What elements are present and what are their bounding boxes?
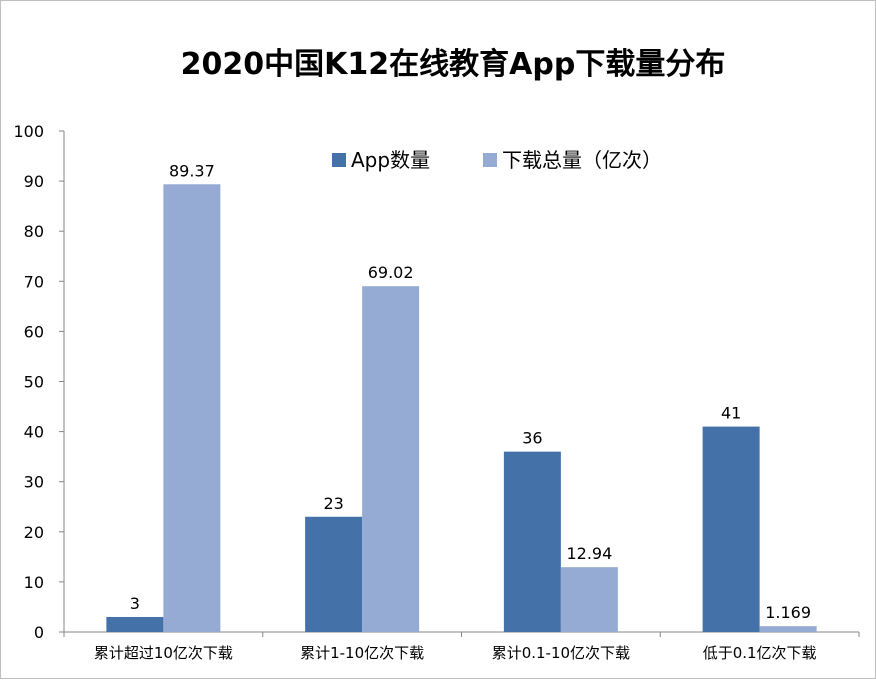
- data-labels: 3 23 36 41 89.37 69.02 12.94 1.169: [130, 161, 811, 622]
- data-label-download-total: 12.94: [566, 544, 612, 563]
- bar-app-count: [305, 516, 363, 632]
- y-tick-label: 30: [24, 473, 44, 492]
- y-tick-label: 10: [24, 573, 44, 592]
- x-tick-label: 累计1-10亿次下载: [300, 644, 424, 662]
- x-tick-label: 累计超过10亿次下载: [94, 644, 233, 662]
- data-label-app-count: 41: [721, 404, 741, 423]
- bar-download-total: [163, 184, 221, 633]
- y-tick-label: 100: [13, 122, 44, 141]
- y-tick-label: 20: [24, 523, 44, 542]
- data-label-download-total: 1.169: [765, 603, 811, 622]
- y-tick-label: 70: [24, 272, 44, 291]
- y-tick-label: 80: [24, 222, 44, 241]
- data-label-app-count: 36: [522, 429, 542, 448]
- data-label-download-total: 89.37: [169, 161, 215, 180]
- y-tick-label: 90: [24, 172, 44, 191]
- data-label-app-count: 23: [323, 494, 343, 513]
- data-label-app-count: 3: [130, 594, 140, 613]
- bar-download-total: [560, 567, 618, 632]
- bar-app-count: [702, 426, 760, 632]
- legend: App数量 下载总量（亿次）: [332, 148, 662, 172]
- chart-title: 2020中国K12在线教育App下载量分布: [181, 47, 726, 82]
- bar-app-count: [106, 616, 164, 632]
- legend-swatch-download-total: [483, 153, 497, 167]
- bar-app-count: [503, 451, 561, 632]
- y-tick-label: 60: [24, 322, 44, 341]
- legend-label-app-count: App数量: [351, 148, 430, 172]
- y-tick-label: 0: [34, 623, 44, 642]
- bar-download-total: [759, 626, 817, 632]
- legend-swatch-app-count: [332, 153, 346, 167]
- axes: 0 10 20 30 40 50 60 70 80 90 100 累计超过10亿次下载 累计1-10亿次…: [13, 122, 860, 662]
- y-tick-label: 50: [24, 373, 44, 392]
- x-tick-label: 低于0.1亿次下载: [703, 644, 817, 662]
- bars: [106, 184, 817, 633]
- bar-download-total: [362, 286, 420, 632]
- y-tick-label: 40: [24, 423, 44, 442]
- legend-label-download-total: 下载总量（亿次）: [502, 148, 662, 172]
- x-tick-label: 累计0.1-10亿次下载: [492, 644, 630, 662]
- data-label-download-total: 69.02: [368, 263, 414, 282]
